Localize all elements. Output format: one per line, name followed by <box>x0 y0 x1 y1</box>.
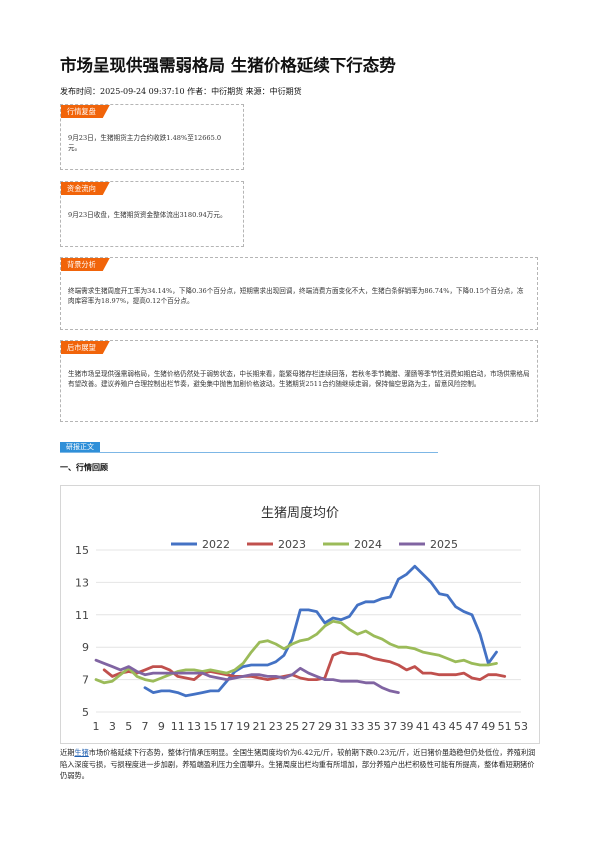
x-tick-label: 17 <box>220 720 234 733</box>
x-tick-label: 53 <box>514 720 528 733</box>
x-tick-label: 3 <box>109 720 116 733</box>
series-line-2023 <box>102 650 507 681</box>
x-tick-label: 45 <box>449 720 463 733</box>
section-divider <box>60 452 438 453</box>
outlook-text: 生猪市场呈现供强需弱格局，生猪价格仍然处于弱势状态，中长期来看，能繁母猪存栏连续… <box>68 370 530 388</box>
y-tick-label: 5 <box>82 706 89 719</box>
report-body-tag: 研报正文 <box>60 442 100 453</box>
y-tick-label: 13 <box>75 576 89 589</box>
x-tick-label: 43 <box>432 720 446 733</box>
conclusion-paragraph: 近期生猪市场价格延续下行态势，整体行情承压明显。全国生猪周度均价为6.42元/斤… <box>60 747 538 782</box>
x-tick-label: 19 <box>236 720 250 733</box>
background-text: 终端需求生猪周度开工率为34.14%，下降0.36个百分点，短期需求出现回调，终… <box>68 287 524 305</box>
hog-price-chart: 生猪周度均价 5 7 9 11 13 15 1 3 5 7 9 11 13 15 17 19 21 23 25 27 29… <box>60 485 540 744</box>
conclusion-prefix: 近期 <box>60 748 75 757</box>
y-tick-label: 11 <box>75 609 89 622</box>
market-review-box: 行情复盘 9月23日，生猪期货主力合约收跌1.48%至12665.0元。 <box>60 104 244 170</box>
x-tick-label: 49 <box>481 720 495 733</box>
x-tick-label: 5 <box>125 720 132 733</box>
legend-label-2023: 2023 <box>278 538 306 551</box>
conclusion-text: 市场价格延续下行态势，整体行情承压明显。全国生猪周度均价为6.42元/斤，较前期… <box>60 748 536 780</box>
y-tick-label: 9 <box>82 641 89 654</box>
x-tick-label: 1 <box>93 720 100 733</box>
legend-label-2025: 2025 <box>430 538 458 551</box>
x-tick-label: 39 <box>400 720 414 733</box>
x-tick-label: 7 <box>142 720 149 733</box>
x-tick-label: 21 <box>252 720 266 733</box>
section-heading: 一、行情回顾 <box>60 463 108 472</box>
hog-link[interactable]: 生猪 <box>74 748 89 757</box>
outlook-tag: 后市展望 <box>61 341 110 354</box>
fund-flow-tag: 资金流向 <box>61 182 110 195</box>
x-tick-label: 9 <box>158 720 165 733</box>
x-tick-label: 37 <box>383 720 397 733</box>
series-line-2024 <box>94 619 498 685</box>
x-tick-label: 13 <box>187 720 201 733</box>
x-tick-label: 29 <box>318 720 332 733</box>
series-line-2022 <box>143 564 498 698</box>
market-review-tag: 行情复盘 <box>61 105 110 118</box>
market-review-text: 9月23日，生猪期货主力合约收跌1.48%至12665.0元。 <box>68 134 222 152</box>
legend-label-2024: 2024 <box>354 538 382 551</box>
x-tick-label: 23 <box>269 720 283 733</box>
x-tick-label: 35 <box>367 720 381 733</box>
x-tick-label: 27 <box>302 720 316 733</box>
series-line-2025 <box>94 658 400 694</box>
x-tick-label: 41 <box>416 720 430 733</box>
chart-title: 生猪周度均价 <box>261 505 339 521</box>
background-box: 背景分析 终端需求生猪周度开工率为34.14%，下降0.36个百分点，短期需求出… <box>60 257 538 330</box>
outlook-box: 后市展望 生猪市场呈现供强需弱格局，生猪价格仍然处于弱势状态，中长期来看，能繁母… <box>60 340 538 422</box>
y-tick-label: 15 <box>75 544 89 557</box>
x-tick-label: 51 <box>498 720 512 733</box>
x-tick-label: 15 <box>203 720 217 733</box>
legend-label-2022: 2022 <box>202 538 230 551</box>
y-tick-label: 7 <box>82 674 89 687</box>
article-title: 市场呈现供强需弱格局 生猪价格延续下行态势 <box>60 56 396 75</box>
fund-flow-box: 资金流向 9月23日收盘，生猪期货资金整体流出3180.94万元。 <box>60 181 244 247</box>
background-tag: 背景分析 <box>61 258 110 271</box>
fund-flow-text: 9月23日收盘，生猪期货资金整体流出3180.94万元。 <box>68 211 227 219</box>
x-tick-label: 31 <box>334 720 348 733</box>
x-tick-label: 25 <box>285 720 299 733</box>
x-tick-label: 33 <box>351 720 365 733</box>
article-meta: 发布时间：2025-09-24 09:37:10 作者：中衍期货 来源：中衍期货 <box>60 87 302 96</box>
x-tick-label: 11 <box>171 720 185 733</box>
x-tick-label: 47 <box>465 720 479 733</box>
